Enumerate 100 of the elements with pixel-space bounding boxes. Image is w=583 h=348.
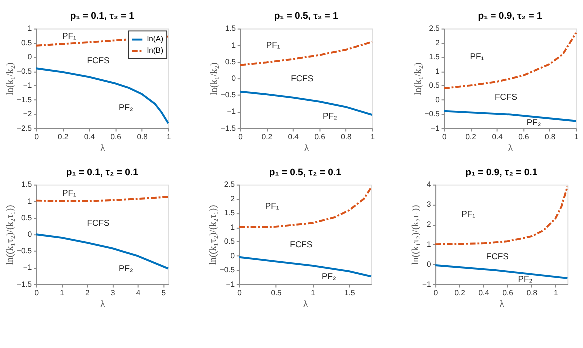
- x-tick-label: 1: [574, 132, 579, 142]
- y-tick-label: −2.5: [16, 124, 32, 133]
- legend-label: ln(B): [147, 46, 164, 56]
- x-tick-label: 0.2: [454, 288, 466, 298]
- y-tick-label: 2: [230, 194, 236, 204]
- chart-title: p₁ = 0.5, τ₂ = 0.1: [269, 167, 342, 178]
- y-tick-label: 1: [427, 240, 432, 249]
- annotation: PF₁: [266, 40, 280, 50]
- line-series: [443, 32, 578, 90]
- annotation: PF₂: [518, 274, 533, 284]
- annotation: PF₂: [119, 263, 134, 274]
- line-series: [35, 68, 170, 124]
- x-tick-label: 1: [311, 288, 316, 298]
- y-tick-label: −1: [422, 280, 432, 289]
- y-tick-label: −0.5: [16, 246, 32, 256]
- x-tick-label: 1: [166, 132, 172, 142]
- y-axis-title: ln(k₁/k₂): [209, 62, 220, 96]
- y-tick-label: 1: [28, 24, 32, 34]
- y-tick-label: −1.5: [220, 124, 236, 133]
- x-tick-label: 1.5: [344, 288, 356, 298]
- x-tick-label: 0: [238, 132, 243, 142]
- x-tick-label: 0.8: [137, 132, 148, 142]
- y-tick-label: 0: [28, 230, 32, 240]
- y-tick-label: 1.5: [224, 208, 236, 218]
- x-tick-label: 0.8: [526, 288, 538, 298]
- y-tick-label: 0.5: [21, 213, 32, 222]
- x-tick-label: 0: [238, 288, 242, 298]
- y-tick-label: −1: [431, 124, 440, 133]
- y-tick-label: 0: [230, 251, 236, 260]
- chart-title: p₁ = 0.1, τ₂ = 0.1: [66, 167, 140, 178]
- x-axis-title: λ: [508, 142, 514, 154]
- x-tick-label: 0.6: [314, 132, 326, 142]
- x-tick-label: 0.2: [58, 132, 69, 142]
- line-series: [238, 186, 372, 228]
- x-axis-title: λ: [100, 298, 106, 310]
- x-tick-label: 0.2: [466, 132, 476, 142]
- y-tick-label: −1.5: [16, 280, 32, 289]
- y-tick-label: 1: [230, 222, 236, 232]
- y-axis-title: ln((k₁τ₂)/(k₂τ₁)): [410, 205, 422, 266]
- y-tick-label: 1.5: [429, 52, 440, 62]
- annotation: PF₁: [470, 52, 484, 62]
- y-tick-label: 0: [232, 74, 236, 83]
- line-series: [434, 186, 569, 246]
- y-tick-label: −0.5: [220, 90, 236, 100]
- x-tick-label: 5: [162, 288, 166, 298]
- y-axis-title: ln(k₁/k₂): [5, 62, 16, 96]
- x-tick-label: 0.4: [84, 132, 96, 142]
- y-tick-label: 1: [28, 196, 32, 206]
- annotation: FCFS: [87, 218, 110, 228]
- y-tick-label: 2.5: [224, 180, 236, 190]
- x-axis-title: λ: [304, 298, 309, 310]
- x-tick-label: 0.6: [518, 132, 530, 142]
- x-tick-label: 0.8: [341, 132, 352, 142]
- y-tick-label: −1: [227, 107, 236, 116]
- y-tick-label: −1: [226, 280, 236, 289]
- x-tick-label: 0.2: [262, 132, 272, 142]
- y-tick-label: −0.5: [424, 110, 440, 119]
- x-axis-title: λ: [500, 298, 505, 310]
- y-tick-label: −0.5: [16, 66, 32, 76]
- y-axis-title: ln(k₁/k₂): [412, 62, 424, 96]
- chart-title: p₁ = 0.1, τ₂ = 1: [70, 11, 136, 22]
- x-tick-label: 3: [110, 288, 116, 298]
- annotation: FCFS: [495, 92, 518, 102]
- y-tick-label: 0.5: [224, 237, 236, 246]
- annotation: PF₂: [526, 118, 542, 128]
- annotation: FCFS: [486, 251, 510, 262]
- y-tick-label: 2.5: [429, 24, 440, 34]
- y-tick-label: −0.5: [220, 266, 236, 275]
- y-axis-title: ln((k₁τ₂)/(k₂τ₁)): [208, 205, 220, 266]
- y-tick-label: 4: [427, 180, 432, 190]
- y-tick-label: 0: [427, 260, 432, 269]
- y-axis-title: ln((k₁τ₂)/(k₂τ₁)): [5, 205, 16, 266]
- x-tick-label: 1: [370, 132, 375, 142]
- x-tick-label: 4: [136, 288, 142, 298]
- annotation: FCFS: [290, 239, 313, 250]
- y-tick-label: −1: [23, 263, 32, 272]
- x-tick-label: 0.6: [110, 132, 122, 142]
- annotation: FCFS: [87, 56, 110, 66]
- y-tick-label: 0: [28, 52, 32, 62]
- x-tick-label: 2: [86, 288, 90, 298]
- x-axis-title: λ: [304, 142, 310, 154]
- legend-label: ln(A): [147, 34, 164, 44]
- x-tick-label: 0.4: [288, 132, 300, 142]
- x-axis-title: λ: [100, 142, 106, 154]
- y-tick-label: 2: [427, 220, 432, 230]
- chart-title: p₁ = 0.9, τ₂ = 1: [478, 11, 543, 22]
- line-series: [239, 41, 374, 66]
- y-tick-label: 3: [427, 200, 432, 210]
- y-tick-label: 1: [232, 40, 236, 50]
- chart-title: p₁ = 0.5, τ₂ = 1: [274, 11, 340, 22]
- y-tick-label: −1: [23, 81, 32, 90]
- annotation: PF₁: [265, 200, 280, 211]
- y-tick-label: 0.5: [429, 81, 440, 90]
- y-tick-label: 1.5: [225, 24, 236, 34]
- x-tick-label: 0.6: [502, 288, 514, 298]
- x-tick-label: 0: [442, 132, 447, 142]
- annotation: FCFS: [291, 73, 314, 84]
- x-tick-label: 0.4: [478, 288, 490, 298]
- y-tick-label: 2: [436, 38, 440, 48]
- annotation: PF₂: [322, 271, 336, 282]
